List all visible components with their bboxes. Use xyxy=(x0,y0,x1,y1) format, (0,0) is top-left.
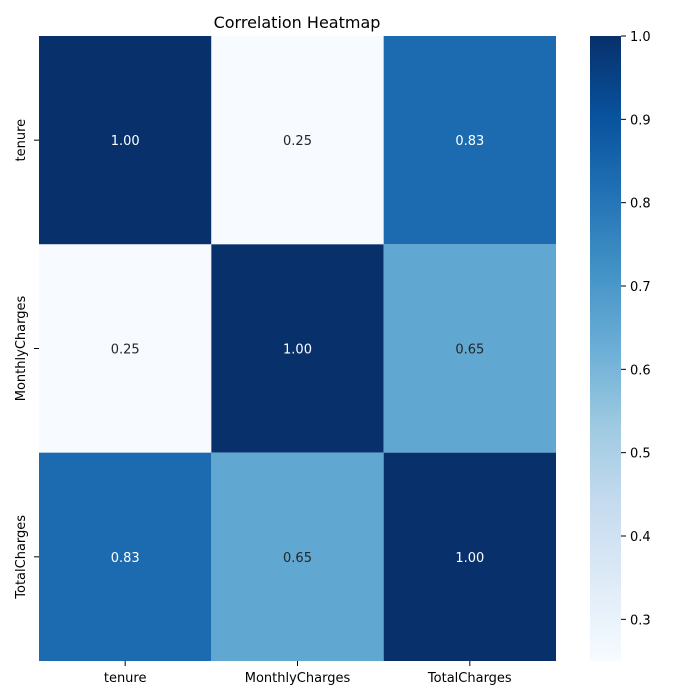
colorbar-tick-label: 0.6 xyxy=(630,363,651,378)
cell-value-label: 0.83 xyxy=(111,551,140,566)
x-tick-label: TotalCharges xyxy=(427,671,512,686)
colorbar-tick-label: 0.8 xyxy=(630,197,651,212)
cell-value-label: 0.65 xyxy=(283,551,312,566)
heatmap-cell xyxy=(39,36,212,245)
heatmap-cell-labels: 1.00 0.25 0.83 0.25 1.00 0.65 0.83 0.65 1.00 xyxy=(111,134,485,566)
y-axis: tenure MonthlyCharges TotalCharges xyxy=(14,119,39,600)
colorbar-tick-label: 0.7 xyxy=(630,280,651,295)
cell-value-label: 0.83 xyxy=(455,134,484,149)
heatmap-cell xyxy=(39,452,212,661)
heatmap-cell xyxy=(211,36,384,245)
x-tick-label: tenure xyxy=(104,671,147,686)
colorbar-tick-label: 1.0 xyxy=(630,30,651,45)
x-axis: tenure MonthlyCharges TotalCharges xyxy=(104,661,512,686)
heatmap-cells xyxy=(39,36,556,661)
colorbar-tick-label: 0.4 xyxy=(630,530,651,545)
x-tick-label: MonthlyCharges xyxy=(245,671,351,686)
heatmap-cell xyxy=(383,244,556,453)
heatmap-cell xyxy=(211,452,384,661)
colorbar-tick-label: 0.5 xyxy=(630,447,651,462)
heatmap-cell xyxy=(383,36,556,245)
colorbar-gradient xyxy=(590,36,621,661)
y-tick-label: MonthlyCharges xyxy=(14,296,29,402)
colorbar-tick-label: 0.9 xyxy=(630,113,651,128)
heatmap-cell xyxy=(39,244,212,453)
colorbar-tick-label: 0.3 xyxy=(630,613,651,628)
cell-value-label: 0.65 xyxy=(455,343,484,358)
y-tick-label: tenure xyxy=(14,119,29,162)
cell-value-label: 1.00 xyxy=(111,134,140,149)
cell-value-label: 0.25 xyxy=(283,134,312,149)
cell-value-label: 1.00 xyxy=(455,551,484,566)
chart-title: Correlation Heatmap xyxy=(214,13,381,32)
cell-value-label: 0.25 xyxy=(111,343,140,358)
cell-value-label: 1.00 xyxy=(283,343,312,358)
y-tick-label: TotalCharges xyxy=(14,515,29,600)
heatmap-cell xyxy=(211,244,384,453)
heatmap-cell xyxy=(383,452,556,661)
colorbar: 0.3 0.4 0.5 0.6 0.7 0.8 0.9 1.0 xyxy=(590,30,651,661)
